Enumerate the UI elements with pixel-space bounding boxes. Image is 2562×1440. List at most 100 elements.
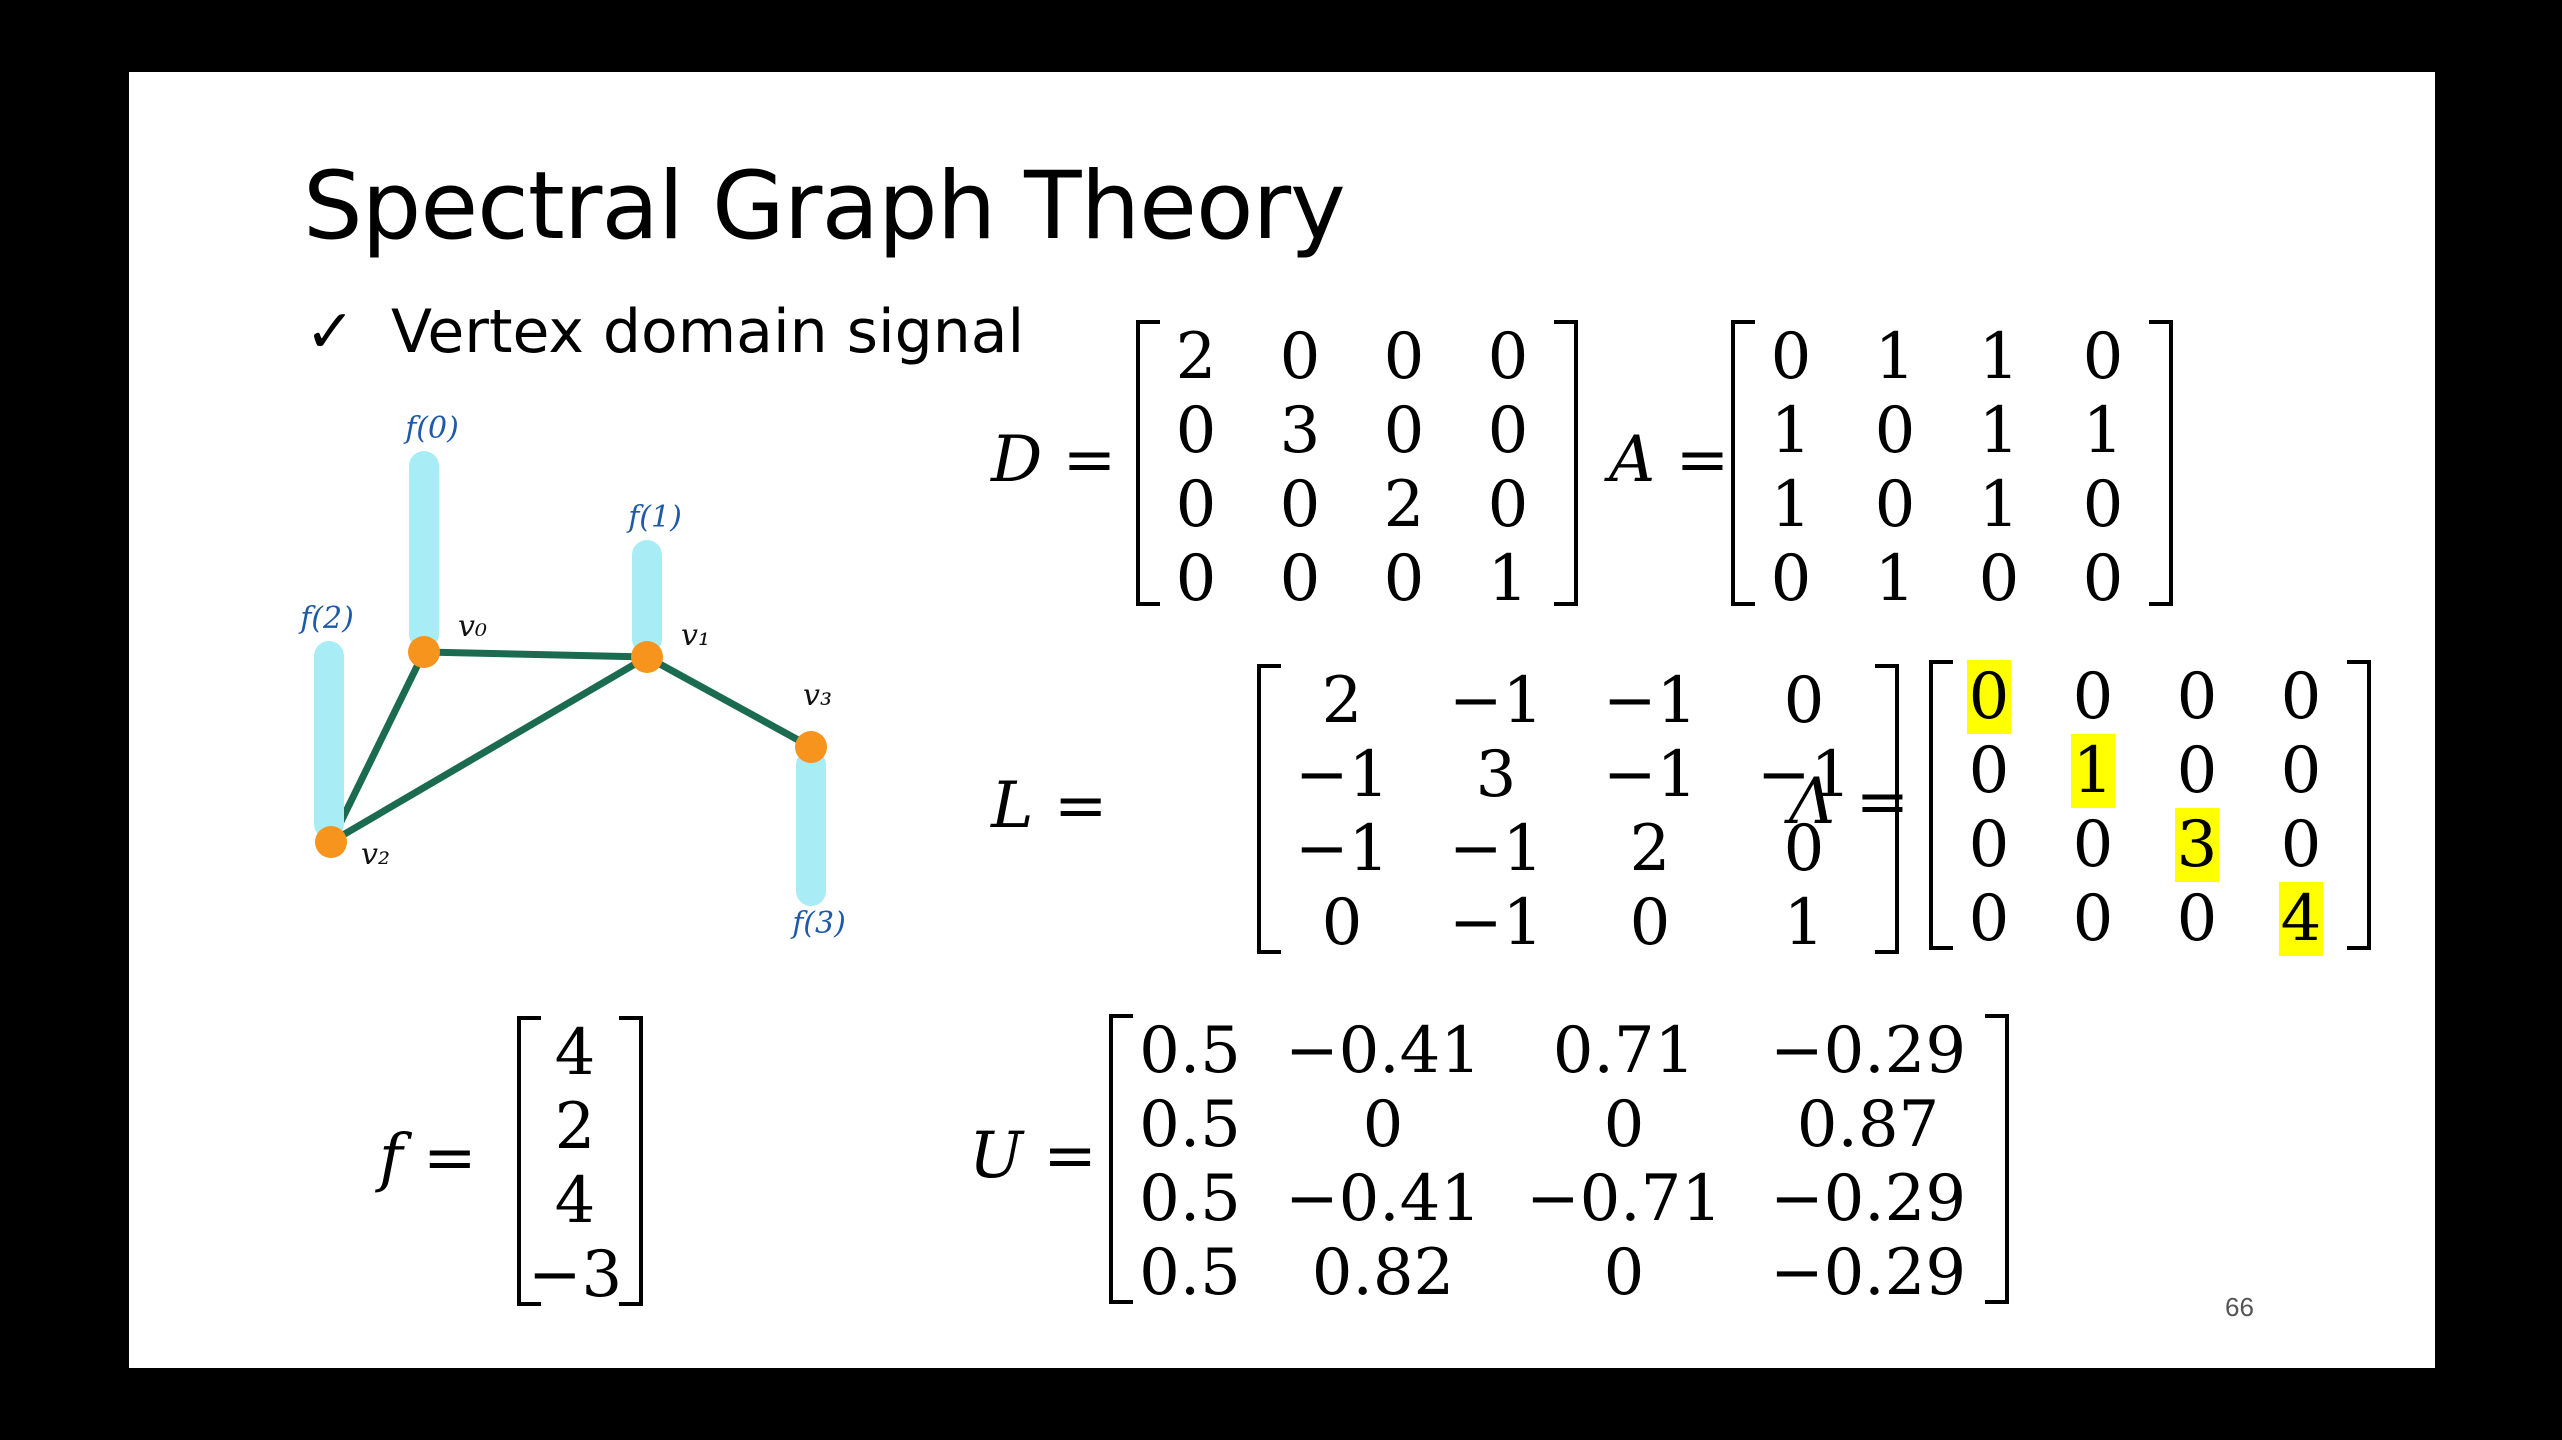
matrix-cell: 0.87 — [1745, 1088, 1991, 1162]
matrix-cell: 3 — [1248, 394, 1352, 468]
matrix-cell-value: 4 — [554, 1016, 596, 1090]
matrix-cell: 0 — [1144, 394, 1248, 468]
matrix-cell: 0 — [2249, 734, 2353, 808]
matrix-cell-value: 0 — [1874, 468, 1916, 542]
matrix-cell-value: −0.41 — [1284, 1014, 1482, 1088]
matrix-cell: 0 — [1144, 542, 1248, 616]
matrix-cell-value: 0 — [1383, 320, 1425, 394]
matrix-cell-value: 0 — [1383, 542, 1425, 616]
matrix-cell-value: 0 — [1175, 394, 1217, 468]
matrix-cell-value: 0.82 — [1311, 1236, 1455, 1310]
matrix-cell: 0 — [2041, 882, 2145, 956]
matrix-cell-value: 0 — [1978, 542, 2020, 616]
signal-label-v2: f(2) — [298, 601, 354, 636]
matrix-entries: 0.5 −0.41 0.71 −0.29 0.5 0 0 0.87 0.5 −0.41 −0.71−… — [1117, 1014, 1991, 1310]
matrix-cell-value: 1 — [1874, 320, 1916, 394]
matrix-cell: 0 — [1843, 468, 1947, 542]
matrix-cell: −0.29 — [1745, 1014, 1991, 1088]
equals-sign: = — [1835, 765, 1910, 839]
matrix-cell-value: 0 — [1487, 468, 1529, 542]
bullet-item: ✓ Vertex domain signal — [305, 297, 1024, 367]
matrix-cell: 0 — [2051, 468, 2155, 542]
matrix-cell: 0 — [2145, 734, 2249, 808]
matrix-cell-value: 0 — [1966, 660, 2012, 734]
matrix-cell: 1 — [1739, 468, 1843, 542]
matrix-cell-value: 0 — [1783, 664, 1825, 738]
matrix-cell-value: 0 — [1874, 394, 1916, 468]
graph-edge-v0-v1 — [420, 648, 651, 661]
matrix-cell-value: 1 — [1487, 542, 1529, 616]
signal-label-v1: f(1) — [626, 500, 682, 535]
matrix-cell-value: −1 — [1294, 812, 1390, 886]
matrix-cell-value: 0 — [2280, 808, 2322, 882]
graph-vertex-v1 — [631, 641, 663, 673]
matrix-cell-value: 0 — [1603, 1236, 1645, 1310]
matrix-cell: 0 — [1727, 664, 1881, 738]
matrix-cell: 1 — [1739, 394, 1843, 468]
matrix-name: Λ — [1789, 765, 1836, 839]
graph-vertex-v3 — [795, 731, 827, 763]
matrix-cell-value: 0 — [1770, 542, 1812, 616]
matrix-cell: 3 — [1419, 738, 1573, 812]
matrix-entries: 4 2 4 −3 — [525, 1016, 625, 1312]
matrix-cell: 2 — [1265, 664, 1419, 738]
matrix-cell-value: 1 — [1770, 394, 1812, 468]
matrix-cell: 0 — [2051, 542, 2155, 616]
checkmark-icon: ✓ — [305, 297, 356, 367]
eigenvalue-matrix: Λ = 0 0 0 0 0 1 0 0 0 0 3 0 0 0 0 4 — [1789, 660, 2435, 956]
matrix-cell: 0 — [1265, 886, 1419, 960]
matrix-cell: 0 — [1503, 1236, 1745, 1310]
matrix-cell-value: 0.71 — [1552, 1014, 1696, 1088]
matrix-label-l: L = — [991, 769, 1107, 843]
matrix-cell: 1 — [1843, 542, 1947, 616]
matrix-cell-value: 0 — [2280, 660, 2322, 734]
matrix-cell: 1 — [1727, 886, 1881, 960]
matrix-cell-value: 2 — [1629, 812, 1671, 886]
matrix-cell: 0 — [2249, 808, 2353, 882]
matrix-cell: 0 — [1739, 320, 1843, 394]
matrix-cell: 0 — [1248, 320, 1352, 394]
matrix-cell: 4 — [525, 1016, 625, 1090]
matrix-name: U — [969, 1119, 1023, 1193]
matrix-cell: 0 — [1352, 320, 1456, 394]
matrix-cell-value: 2 — [1383, 468, 1425, 542]
matrix-cell: 0 — [1937, 734, 2041, 808]
left-bracket — [1257, 664, 1281, 954]
matrix-cell-value: 0 — [1487, 394, 1529, 468]
matrix-cell: −1 — [1265, 812, 1419, 886]
matrix-cell: −1 — [1419, 886, 1573, 960]
matrix-cell-value: 0 — [2176, 660, 2218, 734]
matrix-cell-value: 1 — [1978, 320, 2020, 394]
matrix-cell-value: −3 — [527, 1238, 623, 1312]
slide: Spectral Graph Theory ✓ Vertex domain sig… — [129, 72, 2435, 1368]
matrix-cell: 0 — [1937, 882, 2041, 956]
matrix-cell: 0 — [2145, 882, 2249, 956]
matrix-label-u: U = — [969, 1119, 1097, 1193]
matrix-cell-value: 0 — [1321, 886, 1363, 960]
matrix-cell-value: 0 — [2072, 660, 2114, 734]
matrix-cell-value: 0 — [2072, 882, 2114, 956]
signal-label-v3: f(3) — [790, 906, 846, 941]
matrix-cell: 4 — [525, 1164, 625, 1238]
matrix-cell-value: 3 — [1475, 738, 1517, 812]
matrix-cell: 0.71 — [1503, 1014, 1745, 1088]
matrix-cell: 2 — [1144, 320, 1248, 394]
graph-vertex-v2 — [315, 826, 347, 858]
matrix-cell-value: 0 — [1783, 812, 1825, 886]
matrix-cell: 0 — [1248, 468, 1352, 542]
matrix-name: f — [379, 1121, 403, 1195]
matrix-cell-value: −0.29 — [1769, 1014, 1967, 1088]
matrix-cell-value: 0 — [2176, 734, 2218, 808]
page-number: 66 — [2225, 1292, 2254, 1322]
graph-edge-v1-v3 — [643, 653, 815, 751]
matrix-cell-value: 0 — [1279, 542, 1321, 616]
equals-sign: = — [1042, 423, 1117, 497]
matrix-cell: −1 — [1419, 664, 1573, 738]
matrix-cell: 1 — [2051, 394, 2155, 468]
right-bracket — [2347, 660, 2371, 950]
matrix-cell: 2 — [1352, 468, 1456, 542]
matrix-cell-value: −1 — [1756, 738, 1852, 812]
matrix-cell-value: 4 — [2278, 882, 2324, 956]
matrix-cell-value: 0 — [2072, 808, 2114, 882]
